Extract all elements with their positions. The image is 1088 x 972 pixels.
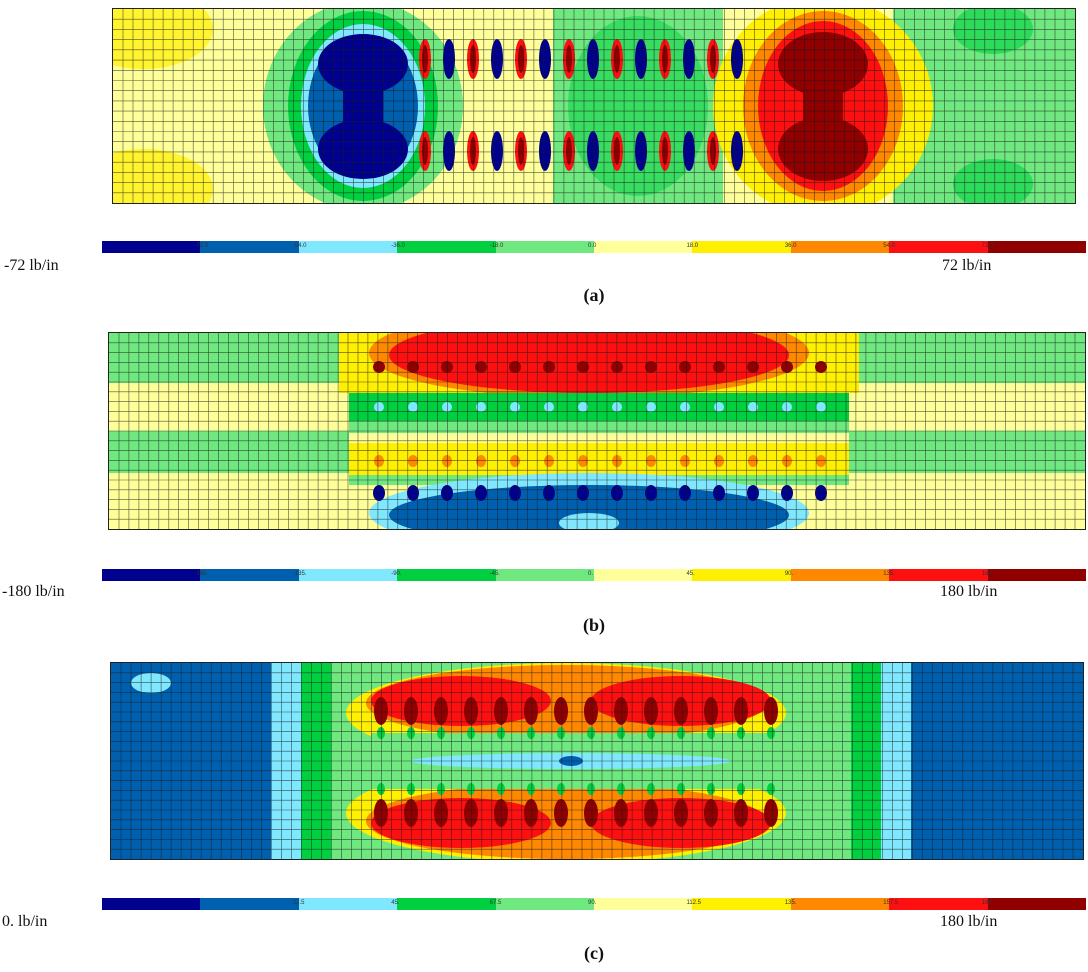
color-bar-tick: 90. bbox=[785, 571, 793, 577]
color-bar-tick: 90. bbox=[588, 900, 596, 906]
color-bar-segment: 90. bbox=[791, 569, 889, 581]
contour-plot-a bbox=[112, 8, 1076, 204]
color-bar-tick: 135. bbox=[883, 571, 895, 577]
min-label-b: -180 lb/in bbox=[2, 583, 65, 601]
color-bar-segment bbox=[102, 898, 200, 910]
color-bar-segment: 180. bbox=[988, 898, 1086, 910]
color-bar-tick: 18.0 bbox=[686, 243, 698, 249]
color-bar-segment bbox=[102, 569, 200, 581]
color-bar-tick: 45. bbox=[686, 571, 694, 577]
color-bar-tick: 36.0 bbox=[785, 243, 797, 249]
color-bar-segment: 112.5 bbox=[692, 898, 790, 910]
color-bar-tick: 0. bbox=[588, 571, 593, 577]
color-bar-tick: 0.0 bbox=[588, 243, 596, 249]
color-bar-segment: -36.0 bbox=[397, 241, 495, 253]
contour-plot-b bbox=[108, 332, 1086, 530]
color-bar-segment: -18.0 bbox=[496, 241, 594, 253]
color-bar-segment: -45. bbox=[496, 569, 594, 581]
min-label-a: -72 lb/in bbox=[4, 257, 59, 275]
color-bar-segment: 135. bbox=[889, 569, 987, 581]
color-bar-tick: 180. bbox=[982, 571, 994, 577]
color-bar-c: 22.5 45. 67.5 90. 112.5 135. 157.5 180. bbox=[102, 898, 1086, 910]
caption-b: (b) bbox=[564, 615, 624, 636]
color-bar-segment: -54.0 bbox=[299, 241, 397, 253]
color-bar-segment: 54.0 bbox=[889, 241, 987, 253]
max-label-a: 72 lb/in bbox=[942, 257, 991, 275]
color-bar-tick: 72.0 bbox=[982, 243, 994, 249]
color-bar-tick: -180. bbox=[194, 571, 208, 577]
max-label-b: 180 lb/in bbox=[940, 583, 997, 601]
color-bar-segment: 180. bbox=[988, 569, 1086, 581]
color-bar-tick: -72.0 bbox=[194, 243, 208, 249]
color-bar-segment: 0.0 bbox=[594, 241, 692, 253]
color-bar-tick: 112.5 bbox=[686, 900, 701, 906]
color-bar-segment bbox=[200, 898, 298, 910]
caption-a: (a) bbox=[564, 285, 624, 306]
color-bar-tick: -135. bbox=[293, 571, 307, 577]
color-bar-segment: 157.5 bbox=[889, 898, 987, 910]
color-bar-tick: 45. bbox=[391, 900, 399, 906]
color-bar-segment: 36.0 bbox=[791, 241, 889, 253]
color-bar-segment: 135. bbox=[791, 898, 889, 910]
color-bar-b: -180. -135. -90. -45. 0. 45. 90. 135. 180. bbox=[102, 569, 1086, 581]
color-bar-segment: -90. bbox=[397, 569, 495, 581]
color-bar-tick: -18.0 bbox=[490, 243, 504, 249]
color-bar-segment bbox=[102, 241, 200, 253]
color-bar-tick: 157.5 bbox=[883, 900, 898, 906]
contour-plot-c bbox=[110, 662, 1084, 860]
color-bar-tick: 67.5 bbox=[490, 900, 502, 906]
color-bar-tick: 22.5 bbox=[293, 900, 305, 906]
color-bar-segment: 22.5 bbox=[299, 898, 397, 910]
color-bar-tick: -45. bbox=[490, 571, 500, 577]
color-bar-segment: 90. bbox=[594, 898, 692, 910]
color-bar-tick: -90. bbox=[391, 571, 401, 577]
color-bar-segment: -180. bbox=[200, 569, 298, 581]
color-bar-tick: 180. bbox=[982, 900, 994, 906]
color-bar-segment: 18.0 bbox=[692, 241, 790, 253]
caption-c: (c) bbox=[564, 943, 624, 964]
color-bar-tick: -54.0 bbox=[293, 243, 307, 249]
color-bar-segment: -135. bbox=[299, 569, 397, 581]
color-bar-segment: 72.0 bbox=[988, 241, 1086, 253]
color-bar-tick: -36.0 bbox=[391, 243, 405, 249]
color-bar-segment: 45. bbox=[692, 569, 790, 581]
min-label-c: 0. lb/in bbox=[2, 913, 47, 931]
color-bar-tick: 135. bbox=[785, 900, 797, 906]
max-label-c: 180 lb/in bbox=[940, 913, 997, 931]
color-bar-segment: 67.5 bbox=[496, 898, 594, 910]
color-bar-segment: 0. bbox=[594, 569, 692, 581]
color-bar-segment: 45. bbox=[397, 898, 495, 910]
color-bar-a: -72.0 -54.0 -36.0 -18.0 0.0 18.0 36.0 54.0 72.0 bbox=[102, 241, 1086, 253]
color-bar-segment: -72.0 bbox=[200, 241, 298, 253]
color-bar-tick: 54.0 bbox=[883, 243, 895, 249]
